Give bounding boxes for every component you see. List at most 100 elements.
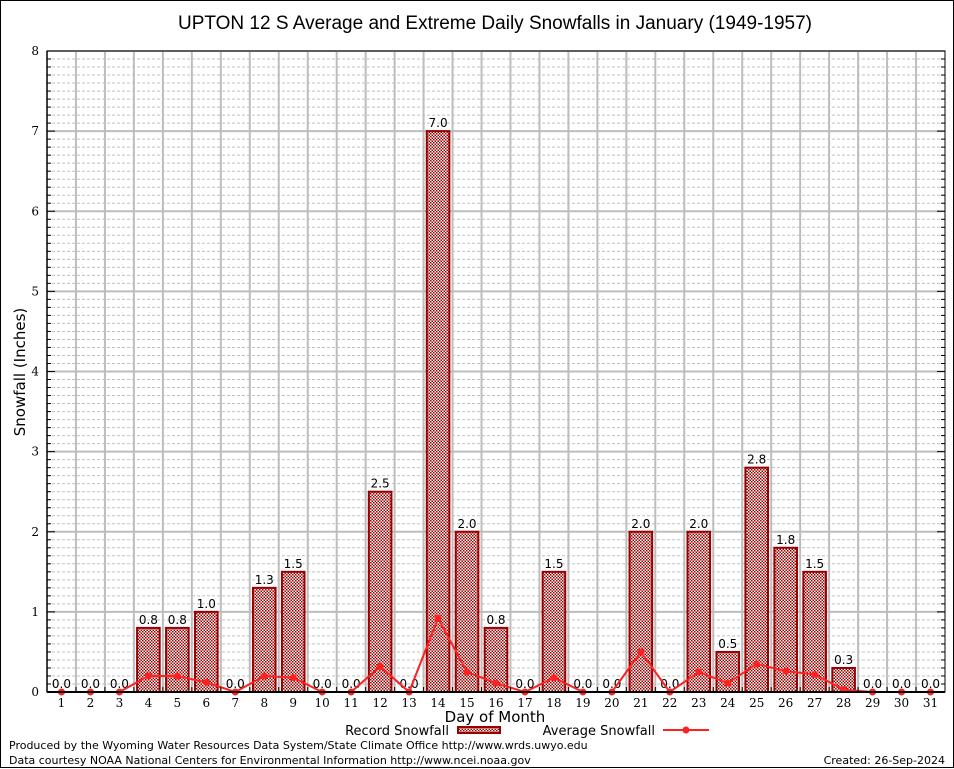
y-tick-label: 6 — [31, 204, 39, 218]
y-tick-label: 3 — [31, 445, 39, 459]
bar-data-label: 0.3 — [834, 653, 853, 667]
average-point — [260, 672, 268, 680]
y-tick-label: 4 — [31, 365, 39, 379]
average-point — [173, 672, 181, 680]
average-point — [144, 672, 152, 680]
footer-data-source: Data courtesy NOAA National Centers for … — [9, 754, 531, 767]
x-tick-label: 6 — [203, 696, 211, 710]
average-point — [492, 679, 500, 687]
x-axis-label: Day of Month — [445, 708, 546, 726]
bar-data-label: 0.0 — [110, 677, 129, 691]
record-bar — [744, 466, 770, 693]
y-tick-label: 1 — [31, 605, 39, 619]
average-point — [724, 679, 732, 687]
x-tick-label: 8 — [260, 696, 268, 710]
bar-data-label: 0.8 — [139, 613, 158, 627]
legend: Record Snowfall Average Snowfall — [345, 724, 709, 739]
average-point — [376, 662, 384, 670]
bar-data-label: 0.8 — [486, 613, 505, 627]
bar-data-label: 2.0 — [457, 517, 476, 531]
average-point — [550, 674, 558, 682]
x-tick-label: 16 — [488, 696, 503, 710]
average-point — [782, 667, 790, 675]
legend-average-label: Average Snowfall — [543, 724, 655, 739]
bar-data-label: 0.8 — [168, 613, 187, 627]
bar-data-label: 1.5 — [284, 557, 303, 571]
bar-data-label: 1.0 — [197, 597, 216, 611]
record-bar — [541, 570, 567, 693]
average-point — [463, 668, 471, 676]
x-tick-label: 5 — [174, 696, 182, 710]
x-tick-label: 18 — [546, 696, 561, 710]
bar-data-label: 1.8 — [776, 533, 795, 547]
record-bar — [628, 530, 654, 693]
average-point — [434, 614, 442, 622]
x-tick-labels: 1 2 3 4 5 6 7 8 9 10 11 12 13 14 15 16 17 18 19 20 21 22 23 24 2… — [58, 696, 938, 710]
record-bar — [425, 130, 451, 693]
average-point — [811, 670, 819, 678]
y-tick-label: 0 — [31, 685, 39, 699]
y-tick-label: 5 — [31, 284, 39, 298]
bar-data-label: 1.5 — [805, 557, 824, 571]
x-tick-label: 28 — [836, 696, 851, 710]
bar-data-label: 1.3 — [255, 573, 274, 587]
x-tick-label: 12 — [372, 696, 387, 710]
bar-data-label: 0.0 — [921, 677, 940, 691]
average-point — [289, 674, 297, 682]
x-tick-label: 10 — [315, 696, 330, 710]
average-point — [753, 660, 761, 668]
x-tick-label: 31 — [923, 696, 938, 710]
bar-data-label: 0.0 — [573, 677, 592, 691]
bar-data-label: 0.5 — [718, 637, 737, 651]
x-tick-label: 2 — [87, 696, 95, 710]
bar-data-labels: 0.0 0.0 0.0 0.8 0.8 1.0 0.0 1.3 1.5 0.0 0.0 2.5 0.0 7… — [52, 116, 940, 691]
x-tick-label: 26 — [778, 696, 793, 710]
record-bars — [136, 130, 856, 694]
x-tick-label: 1 — [58, 696, 66, 710]
record-bar — [165, 626, 190, 694]
bar-data-label: 0.0 — [602, 677, 621, 691]
bar-data-label: 1.5 — [544, 557, 563, 571]
y-axis-label: Snowfall (Inches) — [11, 308, 29, 436]
x-tick-label: 11 — [344, 696, 359, 710]
x-tick-label: 23 — [691, 696, 706, 710]
x-tick-label: 29 — [865, 696, 880, 710]
record-bar — [136, 626, 161, 694]
x-tick-label: 27 — [807, 696, 822, 710]
x-tick-label: 4 — [145, 696, 153, 710]
average-point — [202, 678, 210, 686]
record-bar — [367, 490, 393, 693]
legend-record-label: Record Snowfall — [345, 724, 449, 739]
bar-data-label: 2.8 — [747, 453, 766, 467]
bar-data-label: 0.0 — [81, 677, 100, 691]
bar-data-label: 7.0 — [429, 116, 448, 130]
y-tick-label: 7 — [31, 124, 39, 138]
x-tick-label: 19 — [575, 696, 590, 710]
average-point — [637, 648, 645, 656]
record-bar — [454, 530, 480, 693]
y-tick-labels: 0 1 2 3 4 5 6 7 8 — [31, 44, 39, 699]
bar-data-label: 0.0 — [313, 677, 332, 691]
legend-average-marker — [682, 726, 690, 734]
x-tick-label: 25 — [749, 696, 764, 710]
x-tick-label: 15 — [459, 696, 474, 710]
x-tick-label: 20 — [604, 696, 619, 710]
bar-data-label: 0.0 — [892, 677, 911, 691]
average-point — [695, 668, 703, 676]
x-tick-label: 22 — [662, 696, 677, 710]
bar-data-label: 0.0 — [863, 677, 882, 691]
y-tick-label: 2 — [31, 525, 39, 539]
bar-data-label: 2.0 — [631, 517, 650, 531]
x-tick-label: 14 — [430, 696, 446, 710]
x-tick-label: 9 — [289, 696, 297, 710]
bar-data-label: 0.0 — [515, 677, 534, 691]
footer-producer: Produced by the Wyoming Water Resources … — [9, 739, 588, 752]
y-tick-label: 8 — [31, 44, 39, 58]
x-tick-label: 24 — [720, 696, 736, 710]
x-tick-label: 30 — [894, 696, 909, 710]
bar-data-label: 0.0 — [226, 677, 245, 691]
x-tick-label: 13 — [401, 696, 416, 710]
x-tick-label: 21 — [633, 696, 648, 710]
